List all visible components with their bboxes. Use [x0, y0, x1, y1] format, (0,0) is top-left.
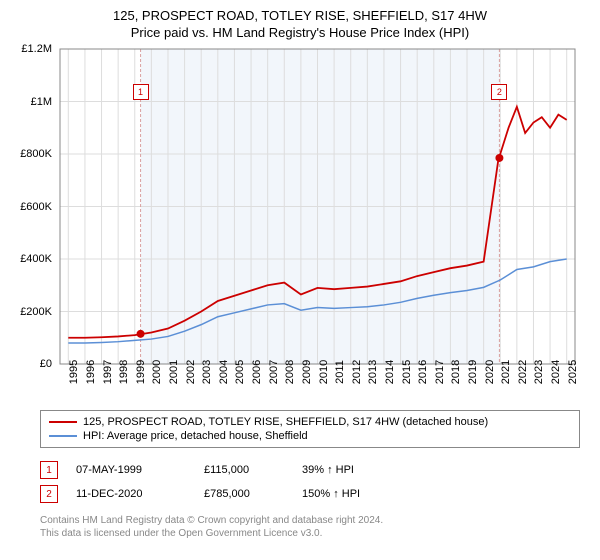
x-axis-tick-label: 1999	[135, 360, 147, 384]
x-axis-tick-label: 2011	[334, 360, 346, 384]
y-axis-tick-label: £400K	[20, 253, 52, 265]
x-axis-tick-label: 2012	[351, 360, 363, 384]
x-axis-tick-label: 2001	[168, 360, 180, 384]
chart-title: 125, PROSPECT ROAD, TOTLEY RISE, SHEFFIE…	[0, 8, 600, 23]
chart-subtitle: Price paid vs. HM Land Registry's House …	[0, 25, 600, 40]
y-axis-tick-label: £200K	[20, 306, 52, 318]
x-axis-tick-label: 1995	[68, 360, 80, 384]
y-axis-tick-label: £0	[40, 358, 52, 370]
legend-row: 125, PROSPECT ROAD, TOTLEY RISE, SHEFFIE…	[49, 415, 571, 429]
x-axis-tick-label: 2018	[450, 360, 462, 384]
license-line: This data is licensed under the Open Gov…	[40, 527, 580, 540]
y-axis-tick-label: £800K	[20, 148, 52, 160]
x-axis-tick-label: 2007	[268, 360, 280, 384]
annotation-badge: 1	[40, 461, 58, 479]
x-axis-tick-label: 2008	[284, 360, 296, 384]
x-axis-tick-label: 2000	[151, 360, 163, 384]
legend-swatch	[49, 421, 77, 423]
x-axis-tick-label: 1998	[118, 360, 130, 384]
legend-box: 125, PROSPECT ROAD, TOTLEY RISE, SHEFFIE…	[40, 410, 580, 448]
x-axis-tick-label: 2025	[567, 360, 579, 384]
annotation-date: 07-MAY-1999	[76, 464, 186, 476]
annotation-date: 11-DEC-2020	[76, 488, 186, 500]
chart-area: £0 £200K £400K £600K £800K £1M £1.2M 1995 1996 1…	[20, 44, 580, 404]
y-axis-tick-label: £1.2M	[21, 43, 52, 55]
annotation-row: 1 07-MAY-1999 £115,000 39% ↑ HPI	[40, 458, 580, 482]
annotations-table: 1 07-MAY-1999 £115,000 39% ↑ HPI 2 11-DE…	[40, 458, 580, 506]
annotation-pct: 150% ↑ HPI	[302, 488, 402, 500]
x-axis-tick-label: 2003	[201, 360, 213, 384]
legend-row: HPI: Average price, detached house, Shef…	[49, 429, 571, 443]
x-axis-tick-label: 2006	[251, 360, 263, 384]
legend-swatch	[49, 435, 77, 437]
annotation-badge: 2	[40, 485, 58, 503]
x-axis-tick-label: 2024	[550, 360, 562, 384]
chart-annotation-badge: 2	[491, 84, 507, 100]
x-axis-tick-label: 2009	[301, 360, 313, 384]
x-axis-tick-label: 2015	[401, 360, 413, 384]
chart-annotation-badge: 1	[133, 84, 149, 100]
annotation-pct: 39% ↑ HPI	[302, 464, 402, 476]
annotation-row: 2 11-DEC-2020 £785,000 150% ↑ HPI	[40, 482, 580, 506]
x-axis-tick-label: 2017	[434, 360, 446, 384]
x-axis-tick-label: 2019	[467, 360, 479, 384]
y-axis-tick-label: £600K	[20, 201, 52, 213]
x-axis-tick-label: 2022	[517, 360, 529, 384]
x-axis-tick-label: 2020	[484, 360, 496, 384]
x-axis-tick-label: 2013	[367, 360, 379, 384]
x-axis-tick-label: 2016	[417, 360, 429, 384]
x-axis-tick-label: 1996	[85, 360, 97, 384]
x-axis-tick-label: 2005	[234, 360, 246, 384]
y-axis-tick-label: £1M	[31, 96, 52, 108]
x-axis-tick-label: 2002	[185, 360, 197, 384]
license-line: Contains HM Land Registry data © Crown c…	[40, 514, 580, 527]
x-axis-tick-label: 1997	[102, 360, 114, 384]
legend-label: HPI: Average price, detached house, Shef…	[83, 430, 308, 442]
annotation-price: £115,000	[204, 464, 284, 476]
x-axis-tick-label: 2010	[318, 360, 330, 384]
x-axis-tick-label: 2023	[533, 360, 545, 384]
x-axis-tick-label: 2014	[384, 360, 396, 384]
annotation-price: £785,000	[204, 488, 284, 500]
title-block: 125, PROSPECT ROAD, TOTLEY RISE, SHEFFIE…	[0, 0, 600, 44]
license-text: Contains HM Land Registry data © Crown c…	[40, 514, 580, 540]
x-axis-tick-label: 2021	[500, 360, 512, 384]
legend-label: 125, PROSPECT ROAD, TOTLEY RISE, SHEFFIE…	[83, 416, 488, 428]
x-axis-tick-label: 2004	[218, 360, 230, 384]
chart-container: 125, PROSPECT ROAD, TOTLEY RISE, SHEFFIE…	[0, 0, 600, 540]
